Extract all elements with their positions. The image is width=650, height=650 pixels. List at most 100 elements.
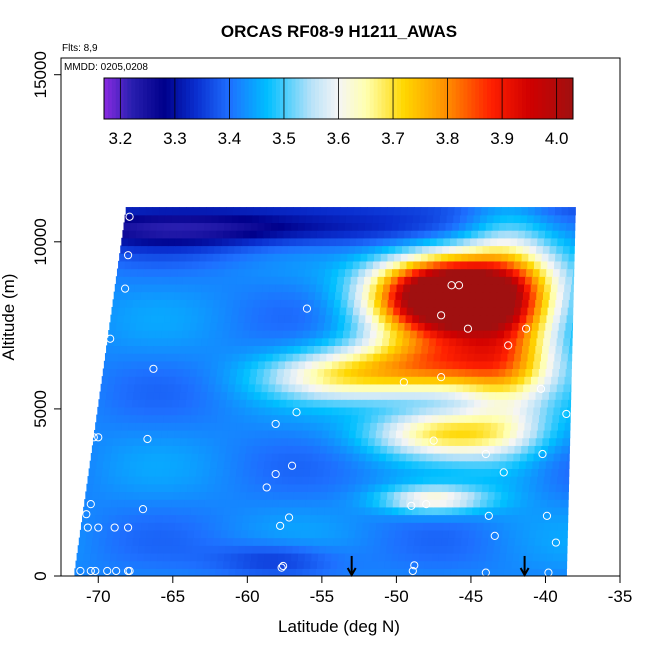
heatmap-cell bbox=[183, 506, 192, 516]
heatmap-cell bbox=[166, 299, 174, 308]
heatmap-cell bbox=[414, 207, 422, 216]
heatmap-cell bbox=[149, 322, 157, 331]
heatmap-cell bbox=[162, 322, 171, 331]
heatmap-cell bbox=[428, 437, 436, 446]
heatmap-cell bbox=[383, 376, 391, 385]
heatmap-cell bbox=[432, 268, 440, 277]
heatmap-cell bbox=[531, 560, 539, 569]
heatmap-cell bbox=[163, 222, 172, 231]
heatmap-cell bbox=[221, 383, 229, 393]
heatmap-cell bbox=[213, 345, 221, 354]
heatmap-cell bbox=[368, 529, 376, 539]
heatmap-cell bbox=[406, 545, 414, 554]
heatmap-cell bbox=[369, 237, 377, 247]
heatmap-cell bbox=[498, 560, 506, 569]
heatmap-cell bbox=[395, 383, 404, 393]
heatmap-cell bbox=[267, 529, 275, 539]
heatmap-cell bbox=[110, 360, 118, 370]
colorbar-segment bbox=[123, 78, 128, 119]
heatmap-cell bbox=[139, 437, 148, 446]
heatmap-cell bbox=[245, 260, 253, 270]
heatmap-cell bbox=[396, 568, 404, 576]
heatmap-cell bbox=[526, 314, 534, 323]
heatmap-cell bbox=[137, 268, 145, 277]
heatmap-cell bbox=[267, 291, 276, 300]
heatmap-cell bbox=[248, 237, 257, 247]
heatmap-cell bbox=[300, 437, 309, 446]
x-tick-label: -70 bbox=[86, 587, 111, 606]
heatmap-cell bbox=[441, 299, 449, 308]
heatmap-cell bbox=[123, 222, 131, 231]
heatmap-cell bbox=[284, 552, 292, 562]
heatmap-cell bbox=[361, 529, 369, 539]
heatmap-cell bbox=[95, 468, 103, 477]
heatmap-cell bbox=[412, 552, 420, 562]
heatmap-cell bbox=[92, 537, 100, 546]
heatmap-cell bbox=[279, 207, 288, 216]
heatmap-cell bbox=[136, 506, 145, 516]
heatmap-cell bbox=[95, 560, 103, 569]
heatmap-cell bbox=[205, 306, 213, 316]
heatmap-cell bbox=[514, 353, 522, 362]
heatmap-cell bbox=[161, 476, 169, 485]
heatmap-cell bbox=[552, 552, 561, 562]
heatmap-cell bbox=[111, 353, 119, 362]
heatmap-cell bbox=[78, 537, 87, 546]
heatmap-cell bbox=[495, 529, 504, 539]
heatmap-cell bbox=[287, 391, 295, 400]
heatmap-cell bbox=[425, 268, 433, 277]
heatmap-cell bbox=[180, 337, 189, 347]
heatmap-cell bbox=[108, 514, 117, 523]
heatmap-cell bbox=[141, 376, 150, 385]
heatmap-cell bbox=[294, 391, 302, 400]
heatmap-cell bbox=[363, 514, 372, 523]
heatmap-cell bbox=[414, 491, 422, 500]
heatmap-cell bbox=[284, 360, 293, 370]
heatmap-cell bbox=[119, 483, 128, 493]
heatmap-cell bbox=[223, 414, 231, 423]
heatmap-cell bbox=[205, 445, 214, 454]
heatmap-cell bbox=[269, 468, 278, 477]
heatmap-cell bbox=[506, 268, 514, 277]
heatmap-cell bbox=[367, 391, 376, 400]
heatmap-cell bbox=[298, 360, 306, 370]
heatmap-cell bbox=[196, 322, 204, 331]
heatmap-cell bbox=[405, 360, 414, 370]
heatmap-cell bbox=[319, 499, 327, 508]
heatmap-cell bbox=[507, 353, 515, 362]
heatmap-cell bbox=[282, 237, 290, 247]
heatmap-cell bbox=[341, 337, 350, 347]
heatmap-cell bbox=[114, 476, 122, 485]
heatmap-cell bbox=[527, 306, 535, 316]
heatmap-cell bbox=[304, 268, 313, 277]
heatmap-cell bbox=[540, 214, 548, 224]
colorbar-segment bbox=[158, 78, 164, 119]
heatmap-cell bbox=[206, 491, 214, 500]
heatmap-cell bbox=[530, 568, 538, 576]
heatmap-cell bbox=[551, 468, 559, 477]
heatmap-cell bbox=[544, 283, 552, 293]
heatmap-cell bbox=[353, 253, 362, 262]
heatmap-cell bbox=[436, 476, 444, 485]
heatmap-cell bbox=[165, 537, 174, 546]
heatmap-cell bbox=[186, 537, 194, 546]
heatmap-cell bbox=[248, 522, 256, 531]
heatmap-cell bbox=[373, 399, 381, 408]
heatmap-cell bbox=[248, 476, 256, 485]
heatmap-cell bbox=[218, 499, 226, 508]
heatmap-cell bbox=[480, 260, 488, 270]
heatmap-cell bbox=[421, 483, 430, 493]
heatmap-cell bbox=[155, 422, 163, 431]
heatmap-cell bbox=[501, 391, 510, 400]
colorbar-segment bbox=[311, 78, 316, 119]
heatmap-cell bbox=[360, 491, 368, 500]
heatmap-cell bbox=[181, 429, 189, 439]
heatmap-cell bbox=[464, 322, 473, 331]
heatmap-cell bbox=[99, 391, 107, 400]
heatmap-cell bbox=[374, 437, 383, 446]
heatmap-cell bbox=[156, 506, 165, 516]
heatmap-cell bbox=[199, 207, 207, 216]
heatmap-cell bbox=[190, 314, 199, 323]
heatmap-cell bbox=[297, 414, 305, 423]
heatmap-cell bbox=[563, 337, 571, 347]
